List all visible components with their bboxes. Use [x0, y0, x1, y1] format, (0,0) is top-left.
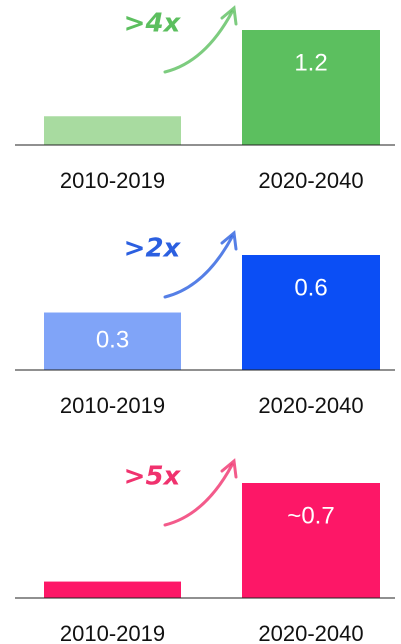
x-tick-label: 2010-2019 [60, 621, 165, 644]
arrow [163, 235, 234, 299]
value-label: ~0.7 [287, 502, 334, 529]
value-label: 0.6 [294, 274, 327, 301]
arrow [163, 463, 234, 527]
arrow-head [220, 458, 238, 479]
bar [242, 483, 380, 598]
value-label: ~0.1 [89, 551, 136, 578]
annotation: >4x [124, 9, 182, 39]
value-label: 0.3 [96, 86, 129, 113]
value-label: 1.2 [294, 49, 327, 76]
annotation: >2x [124, 234, 182, 264]
bar [44, 581, 181, 598]
arrow-head [220, 5, 238, 26]
bar [44, 312, 181, 370]
value-label: 0.3 [96, 327, 129, 354]
x-tick-label: 2010-2019 [60, 168, 165, 193]
bar [242, 255, 380, 370]
x-tick-label: 2020-2040 [258, 168, 363, 193]
arrow-head [220, 230, 238, 251]
bar [242, 30, 380, 145]
arrow [163, 10, 234, 74]
annotation: >5x [124, 462, 182, 492]
bar [44, 116, 181, 145]
x-tick-label: 2020-2040 [258, 393, 363, 418]
x-tick-label: 2020-2040 [258, 621, 363, 644]
x-tick-label: 2010-2019 [60, 393, 165, 418]
